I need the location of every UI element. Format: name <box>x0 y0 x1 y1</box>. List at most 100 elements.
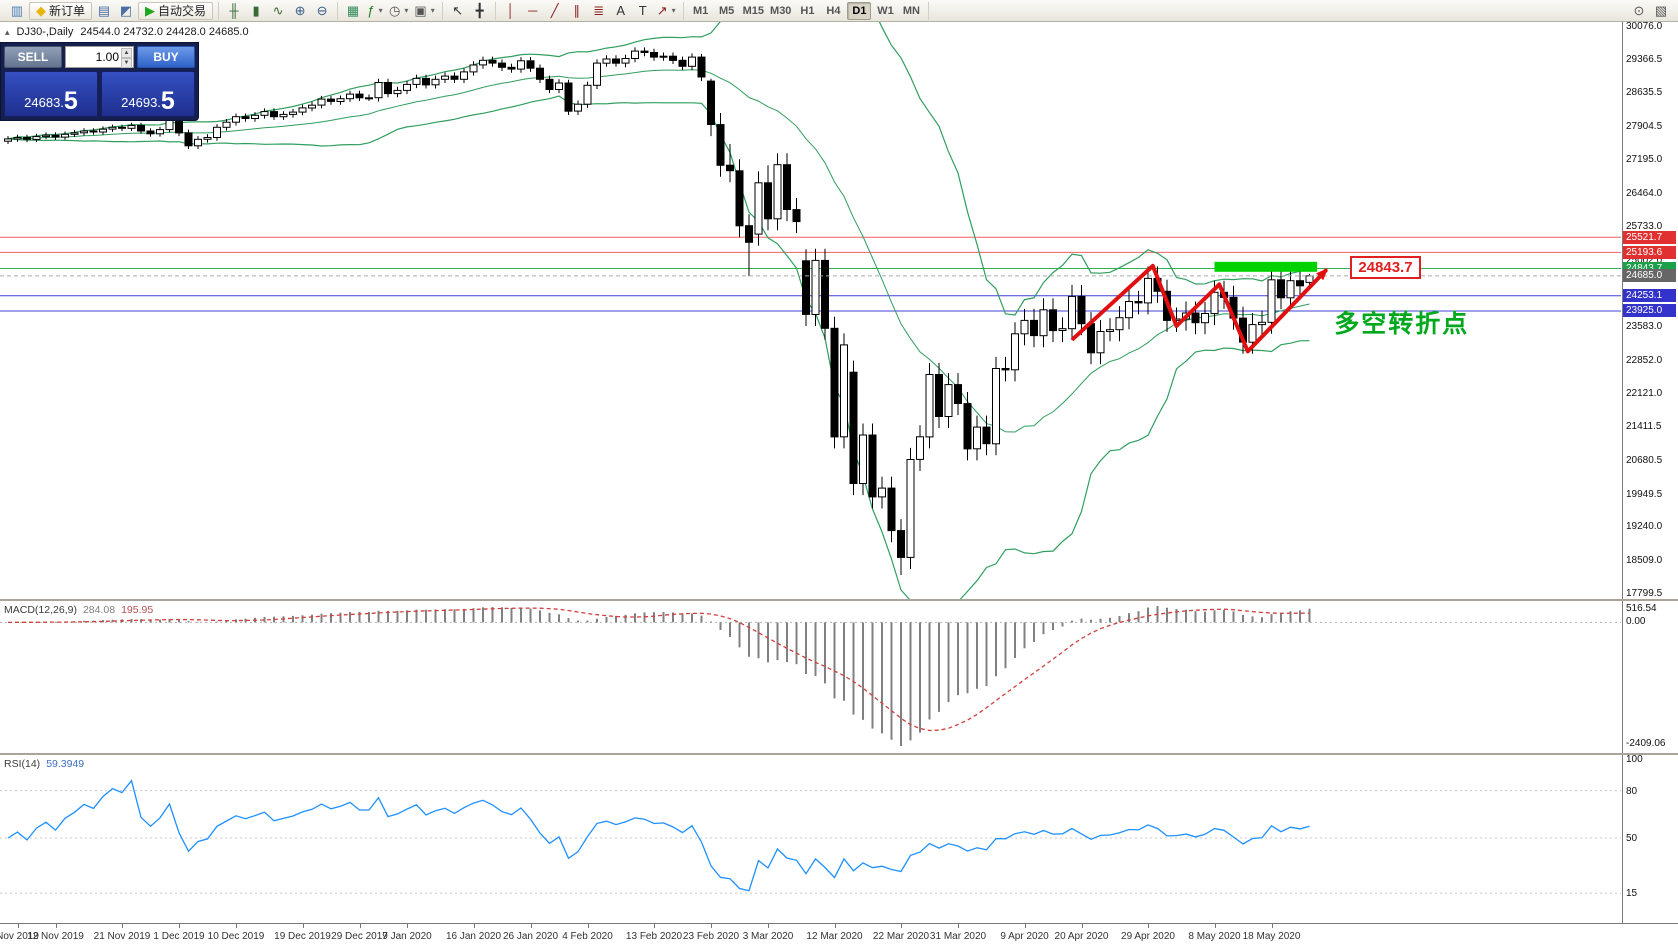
new-order-button[interactable]: ◆ 新订单 <box>29 1 93 20</box>
price-tick-label: 19240.0 <box>1626 521 1663 533</box>
window-layout-icon: ▧ <box>1654 3 1668 18</box>
date-tick-label: 26 Jan 2020 <box>502 931 559 942</box>
macd-tick-label: 516.54 <box>1626 603 1657 614</box>
channel-icon[interactable]: ∥ <box>567 2 587 20</box>
volume-up-icon[interactable]: ▲ <box>121 48 132 58</box>
rsi-tick-label: 100 <box>1626 755 1643 765</box>
price-level-label: 24685.0 <box>1623 269 1676 283</box>
price-level-label: 25521.7 <box>1623 230 1676 244</box>
timeframe-h1-button[interactable]: H1 <box>800 4 815 17</box>
date-tick-label: Nov 2019 <box>0 931 39 942</box>
volume-down-icon[interactable]: ▼ <box>121 58 132 68</box>
macd-tick-label: -2409.06 <box>1626 738 1666 749</box>
price-tick-label: 26464.0 <box>1626 187 1663 199</box>
rsi-axis[interactable]: 100 80 50 15 <box>1622 755 1678 923</box>
text-label-icon[interactable]: T <box>633 2 653 20</box>
line-chart-icon: ∿ <box>272 3 284 18</box>
panel-splitter[interactable] <box>0 599 1678 601</box>
zoom-out-icon[interactable]: ⊖ <box>312 2 332 20</box>
crosshair-icon[interactable]: ╋ <box>470 2 490 20</box>
date-tick-label: 10 Dec 2019 <box>207 931 265 942</box>
timeframe-m15-button[interactable]: M15 <box>742 4 765 17</box>
date-axis[interactable]: Nov 2019 12 Nov 2019 21 Nov 2019 1 Dec 2019… <box>0 923 1678 949</box>
timeframe-m1-button[interactable]: M1 <box>692 4 709 17</box>
sell-button[interactable]: SELL <box>4 46 62 68</box>
price-tick-label: 20680.5 <box>1626 454 1663 466</box>
candles-series <box>4 47 1314 575</box>
shapes-dropdown-icon[interactable]: ▾ <box>671 6 676 15</box>
horizontal-line-icon: ─ <box>528 3 538 18</box>
timeframe-w1-button[interactable]: W1 <box>877 4 894 17</box>
main-toolbar: ▥ ◆ 新订单 ▤ ◩ ▶ 自动交易 ╫ ▮ ∿ ⊕ ⊖ ▦ ƒ ▾ ◷ ▾ ▣ ▾ ↖ ╋ │ ─ ╱ ∥ ≣ A T ↗ ▾ M1 M5 M… <box>0 0 1678 22</box>
text-icon: A <box>616 3 626 18</box>
periodicity-icon[interactable]: ◷ ▾ <box>387 2 410 20</box>
price-axis[interactable]: 30076.0 29366.5 28635.5 27904.5 27195.0 26464… <box>1622 22 1678 599</box>
date-tick-label: 19 Dec 2019 <box>274 931 331 942</box>
rsi-canvas[interactable] <box>0 755 1621 923</box>
periodicity-dropdown-icon[interactable]: ▾ <box>404 6 409 15</box>
price-callout-label[interactable]: 24843.7 <box>1350 255 1421 279</box>
vertical-line-icon[interactable]: │ <box>501 2 521 20</box>
date-tick <box>901 924 902 928</box>
candlestick-chart-icon[interactable]: ▮ <box>246 2 266 20</box>
line-chart-icon[interactable]: ∿ <box>268 2 288 20</box>
panel-splitter[interactable] <box>0 753 1678 755</box>
text-icon[interactable]: A <box>611 2 631 20</box>
buy-price-button[interactable]: 24693. 5 <box>101 71 195 117</box>
grid-icon[interactable]: ▦ <box>343 2 363 20</box>
indicators-list-dropdown-icon[interactable]: ▾ <box>378 6 383 15</box>
window-layout-icon[interactable]: ▧ <box>1651 2 1671 20</box>
date-tick <box>236 924 237 928</box>
timeframe-h4-button[interactable]: H4 <box>826 4 841 17</box>
market-watch-icon[interactable]: ▤ <box>94 2 114 20</box>
date-tick-label: 29 Apr 2020 <box>1121 931 1175 942</box>
trendline-icon[interactable]: ╱ <box>545 2 565 20</box>
date-tick-label: 4 Feb 2020 <box>562 931 613 942</box>
highlight-rectangle[interactable] <box>1214 261 1318 272</box>
indicators-list-icon[interactable]: ƒ ▾ <box>365 2 385 20</box>
templates-dropdown-icon[interactable]: ▾ <box>430 6 435 15</box>
macd-axis[interactable]: 516.54 0.00 -2409.06 <box>1622 601 1678 753</box>
volume-input[interactable] <box>66 49 133 65</box>
date-tick-label: 3 Mar 2020 <box>742 931 794 942</box>
zoom-out-icon: ⊖ <box>316 3 328 18</box>
price-chart-panel: ▴ DJ30-,Daily 24544.0 24732.0 24428.0 24… <box>0 22 1678 599</box>
templates-icon: ▣ <box>414 3 427 18</box>
autotrading-button[interactable]: ▶ 自动交易 <box>138 1 214 20</box>
price-tick-label: 23583.0 <box>1626 320 1663 332</box>
date-tick <box>17 924 19 928</box>
buy-button[interactable]: BUY <box>137 46 195 68</box>
sell-price-button[interactable]: 24683. 5 <box>4 71 98 117</box>
timeframe-m5-button[interactable]: M5 <box>718 4 735 17</box>
rsi-tick-label: 15 <box>1626 888 1638 900</box>
macd-canvas[interactable] <box>0 601 1621 753</box>
new-chart-icon[interactable]: ▥ <box>7 2 27 20</box>
bar-chart-icon[interactable]: ╫ <box>224 2 244 20</box>
turning-point-note[interactable]: 多空转折点 <box>1334 309 1470 338</box>
date-tick <box>768 924 769 928</box>
templates-icon[interactable]: ▣ ▾ <box>412 2 436 20</box>
timeframe-group: M1 M5 M15 M30 H1 H4 D1 W1 MN <box>684 1 930 20</box>
date-tick-label: 16 Jan 2020 <box>445 931 502 942</box>
shapes-icon[interactable]: ↗ ▾ <box>655 2 678 20</box>
date-tick <box>1081 924 1083 928</box>
date-tick-label: 8 May 2020 <box>1188 931 1241 942</box>
fibonacci-icon[interactable]: ≣ <box>589 2 609 20</box>
zigzag-trend-arrow[interactable] <box>1070 263 1329 354</box>
search-icon[interactable]: ⊙ <box>1629 2 1649 20</box>
data-window-icon[interactable]: ◩ <box>116 2 136 20</box>
market-watch-icon: ▤ <box>97 3 111 18</box>
timeframe-d1-button[interactable]: D1 <box>847 1 872 20</box>
autotrading-icon: ▶ <box>145 3 156 18</box>
timeframe-m30-button[interactable]: M30 <box>770 4 792 17</box>
timeframe-mn-button[interactable]: MN <box>902 4 920 17</box>
date-tick <box>1271 924 1273 928</box>
price-chart-canvas[interactable] <box>0 22 1621 599</box>
cursor-icon[interactable]: ↖ <box>448 2 468 20</box>
horizontal-line-icon[interactable]: ─ <box>523 2 543 20</box>
rsi-panel: RSI(14) 59.3949 100 80 50 15 <box>0 755 1678 923</box>
date-tick-label: 7 Jan 2020 <box>382 931 432 942</box>
price-level-label: 23925.0 <box>1623 304 1676 318</box>
zoom-in-icon[interactable]: ⊕ <box>290 2 310 20</box>
